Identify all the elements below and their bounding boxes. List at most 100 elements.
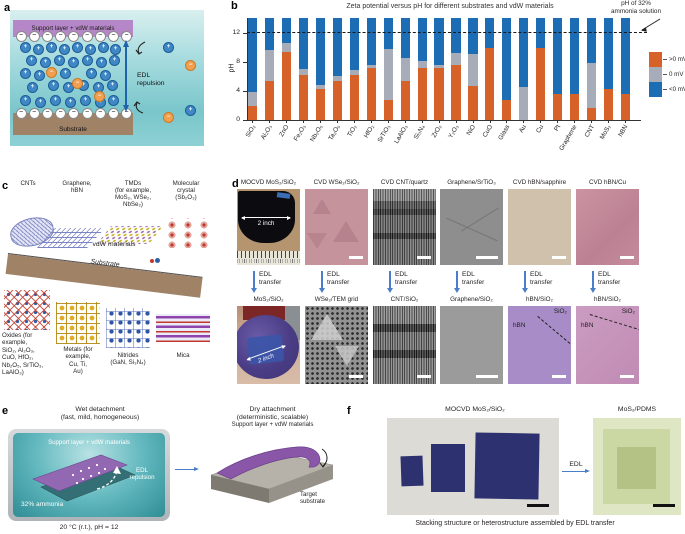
surface-charge-icon: − [41,31,53,42]
x-tick-mark [387,120,389,123]
positive-segment [315,88,325,120]
legend-tick [663,74,667,75]
film-edge-dashed-line [537,316,571,351]
legend-label: >0 mV [669,55,685,63]
chart-bar [519,18,529,120]
y-tick-mark [243,120,247,121]
positive-segment [468,85,478,120]
x-tick-label: ZrO₂ [430,123,444,139]
edl-repulsion-label: EDL repulsion [137,72,165,87]
wet-subtitle-line: (fast, mild, homogeneous) [60,414,140,422]
molecule-dot-blue-icon [155,258,160,263]
sio2-region-label: SiO₂ [621,308,635,315]
negative-segment [332,18,342,76]
negative-segment [553,18,563,94]
y-tick-mark [243,61,247,63]
surface-charge-icon: − [94,108,106,119]
cation-icon: + [80,95,91,106]
positive-segment [366,67,376,120]
positive-segment [281,51,292,120]
edl-transfer-arrow [562,469,590,473]
result-sample-image [440,306,503,384]
x-tick-label: Ta₂O₅ [327,123,342,142]
chart-bar [570,18,580,120]
positive-segment [620,93,631,120]
label-metals: Metals (for example, Cu, Ti, Au) [63,346,93,376]
x-tick-mark [336,120,338,123]
result-sample-label: CNT/SiO₂ [390,296,419,303]
y-tick-label: 4 [236,86,240,94]
edl-transfer-arrow [321,271,323,288]
edl-arrow-up-head [122,40,129,47]
positive-segment [451,65,461,120]
x-tick-label: HfO₂ [362,123,376,140]
support-layer-label: Support layer + vdW materials [48,439,130,446]
cation-icon: + [107,80,118,91]
chart-bar [536,18,546,120]
positive-segment [485,47,495,120]
x-axis-line [247,120,641,121]
transfer-column: CVD hBN/sapphire EDL transfer hBN/SiO₂ hBN S… [508,178,571,408]
result-sample-image: 2 inch [237,306,300,384]
wet-detachment-title: Wet detachment (fast, mild, homogeneous) [25,406,175,422]
film-edge-dashed-line [589,314,639,331]
pdms-photo-title: MoS₂/PDMS [617,406,657,413]
chart-bar [434,18,444,120]
zero-segment [315,85,325,89]
mos2-sio2-photo [387,418,559,515]
negative-segment [417,18,427,61]
wet-title-line: Wet detachment [75,406,125,413]
negative-segment [349,18,359,70]
legend-tick [663,89,667,90]
metal-structure-graphic [56,302,100,344]
mos2-film-large [474,432,540,500]
cation-icon: + [54,55,65,66]
chart-bar [400,18,410,120]
positive-segment [264,81,275,120]
transfer-column: CVD CNT/quartz EDL transfer CNT/SiO₂ [373,178,436,408]
y-tick-label: 8 [236,57,240,65]
x-tick-mark [404,120,406,123]
zero-segment [383,48,393,100]
negative-segment [570,18,580,94]
surface-charge-icon: − [94,31,106,42]
dry-subtitle-line: (deterministic, scalable) [236,414,309,422]
scale-bar [417,375,431,378]
result-sample-image: hBN SiO₂ [576,306,639,384]
legend-swatch [649,82,662,97]
panel-b-zeta-chart: b Zeta potential versus pH for different… [225,0,685,180]
anion-icon: − [94,91,105,102]
x-tick-mark [506,120,508,123]
source-sample-image [440,189,503,265]
source-sample-label: CVD hBN/Cu [588,179,627,186]
label-mica: Mica [176,352,190,359]
scale-bar [552,256,566,259]
transfer-column: CVD hBN/Cu EDL transfer hBN/SiO₂ hBN SiO₂ [576,178,639,408]
source-sample-image [373,189,436,265]
panel-a-edl-schematic: Support layer + vdW materials Substrate … [0,0,230,180]
chart-bar [264,18,275,120]
negative-segment [434,18,444,66]
x-tick-mark [608,120,610,123]
mos2-film-medium [431,444,465,492]
source-sample-image [305,189,368,265]
negative-segment [603,18,614,90]
result-sample-label: hBN/SiO₂ [594,296,621,303]
scale-bar [476,256,498,259]
grain-boundary-line [446,217,498,242]
panel-f-stacking: f MOCVD MoS₂/SiO₂ EDL MoS₂/PDMS Stacking… [345,405,685,534]
x-tick-mark [303,120,305,123]
surface-charge-icon: − [55,31,67,42]
wet-to-dry-arrow [175,467,199,471]
cation-icon: + [35,97,46,108]
edl-transfer-arrow [389,271,391,288]
x-tick-label: ZnO [278,123,291,139]
negative-segment [366,18,376,65]
chart-bar [417,18,427,120]
positive-segment [603,89,614,120]
scale-bar [552,375,566,378]
result-sample-label: MoS₂/SiO₂ [253,296,284,303]
cation-icon: + [65,97,76,108]
scale-bar [620,256,634,259]
x-tick-mark [353,120,355,123]
